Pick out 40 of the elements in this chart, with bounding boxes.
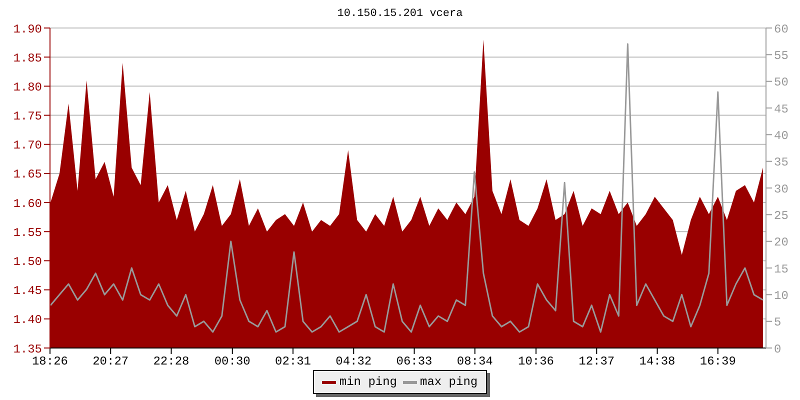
y-tick-label: 1.65 — [13, 168, 42, 182]
y2-tick-label: 5 — [774, 316, 782, 330]
x-tick-label: 10:36 — [518, 354, 554, 369]
y-tick-label: 1.85 — [13, 51, 42, 66]
y-tick-label: 1.50 — [13, 254, 42, 269]
chart-title: 10.150.15.201 vcera — [336, 8, 464, 22]
y2-tick-label: 0 — [774, 342, 782, 356]
y2-tick-label: 60 — [774, 22, 788, 36]
y-tick-label: 1.80 — [13, 80, 42, 94]
y-tick-label: 1.45 — [13, 284, 42, 298]
legend-label: max ping — [420, 375, 478, 389]
x-tick-label: 14:38 — [639, 354, 676, 369]
y-tick-label: 1.90 — [13, 22, 42, 36]
y2-tick-label: 10 — [774, 288, 788, 303]
legend-label: min ping — [339, 375, 397, 389]
y2-tick-label: 45 — [774, 102, 788, 116]
y2-tick-label: 20 — [774, 236, 788, 250]
x-tick-label: 22:28 — [153, 354, 190, 369]
y2-tick-label: 40 — [774, 128, 788, 143]
y2-tick-label: 35 — [774, 156, 788, 170]
y2-tick-label: 25 — [774, 208, 788, 223]
y-tick-label: 1.70 — [13, 138, 42, 153]
y-tick-label: 1.75 — [13, 110, 42, 124]
y-tick-label: 1.60 — [13, 196, 42, 211]
x-tick-label: 06:33 — [396, 354, 432, 369]
y2-tick-label: 15 — [774, 262, 788, 276]
y2-tick-label: 55 — [774, 48, 788, 63]
y2-tick-label: 50 — [774, 76, 788, 90]
x-tick-label: 04:32 — [336, 354, 372, 369]
x-tick-label: 16:39 — [700, 354, 736, 369]
x-tick-label: 02:31 — [275, 354, 312, 369]
x-tick-label: 20:27 — [92, 354, 129, 369]
y-tick-label: 1.40 — [13, 313, 42, 328]
y-tick-label: 1.35 — [13, 342, 42, 356]
x-tick-label: 18:26 — [32, 354, 68, 369]
y2-tick-label: 30 — [774, 182, 788, 196]
x-tick-label: 12:37 — [578, 354, 615, 369]
x-tick-label: 08:34 — [456, 354, 493, 369]
x-tick-label: 00:30 — [214, 354, 250, 369]
y-tick-label: 1.55 — [13, 226, 42, 240]
